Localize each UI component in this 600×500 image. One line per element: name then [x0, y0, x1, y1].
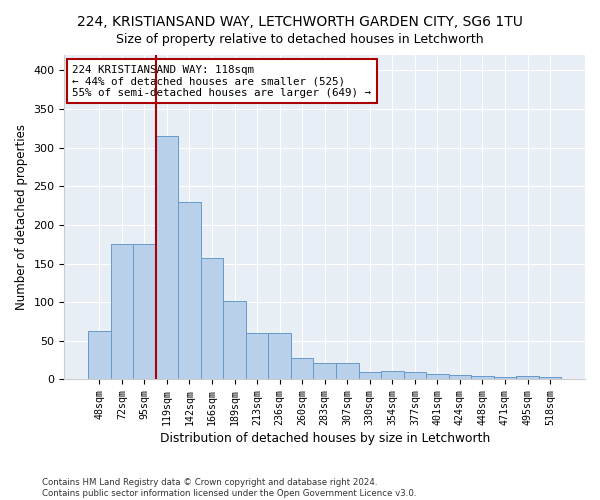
Bar — [201, 258, 223, 380]
Text: 224, KRISTIANSAND WAY, LETCHWORTH GARDEN CITY, SG6 1TU: 224, KRISTIANSAND WAY, LETCHWORTH GARDEN… — [77, 15, 523, 29]
Bar — [449, 376, 471, 380]
Bar — [404, 372, 426, 380]
Bar — [178, 202, 201, 380]
Text: 224 KRISTIANSAND WAY: 118sqm
← 44% of detached houses are smaller (525)
55% of s: 224 KRISTIANSAND WAY: 118sqm ← 44% of de… — [72, 64, 371, 98]
Text: Contains HM Land Registry data © Crown copyright and database right 2024.
Contai: Contains HM Land Registry data © Crown c… — [42, 478, 416, 498]
Bar — [110, 244, 133, 380]
Bar — [246, 333, 268, 380]
Y-axis label: Number of detached properties: Number of detached properties — [15, 124, 28, 310]
Bar — [539, 377, 562, 380]
Bar — [381, 371, 404, 380]
Bar — [313, 363, 336, 380]
Text: Size of property relative to detached houses in Letchworth: Size of property relative to detached ho… — [116, 32, 484, 46]
Bar — [155, 136, 178, 380]
Bar — [268, 333, 291, 380]
Bar — [336, 363, 359, 380]
Bar — [494, 377, 516, 380]
Bar — [359, 372, 381, 380]
Bar — [223, 300, 246, 380]
Bar — [516, 376, 539, 380]
Bar — [291, 358, 313, 380]
Bar — [471, 376, 494, 380]
Bar — [426, 374, 449, 380]
Bar — [133, 244, 155, 380]
Bar — [88, 332, 110, 380]
X-axis label: Distribution of detached houses by size in Letchworth: Distribution of detached houses by size … — [160, 432, 490, 445]
